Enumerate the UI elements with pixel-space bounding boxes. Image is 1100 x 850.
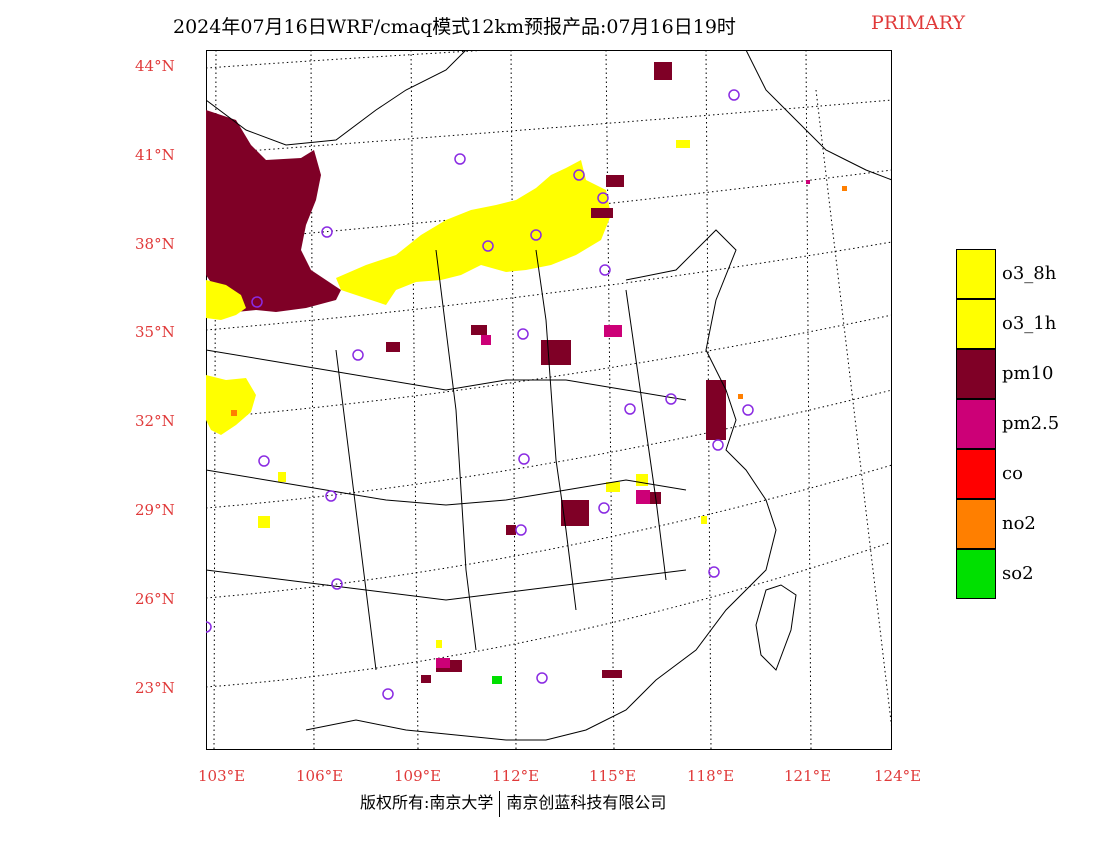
border-south	[305, 719, 507, 741]
lon-label: 106°E	[296, 767, 344, 785]
legend-item: so2	[956, 549, 1086, 599]
coastline	[506, 229, 777, 741]
lat-label: 44°N	[135, 57, 175, 75]
legend-item: no2	[956, 499, 1086, 549]
so2-patches	[492, 676, 502, 684]
parallel-26	[206, 464, 892, 599]
lat-label: 35°N	[135, 323, 175, 341]
province-line-5	[435, 249, 477, 651]
parallel-44	[206, 50, 499, 69]
graticule	[206, 50, 892, 750]
parallel-32	[206, 314, 892, 419]
province-line-2	[206, 469, 687, 506]
no2-patches	[231, 186, 847, 416]
copyright-footer: 版权所有:南京大学 南京创蓝科技有限公司	[360, 789, 666, 817]
title-main: 2024年07月16日WRF/cmaq模式12km预报产品:07月16日19时	[173, 16, 736, 38]
legend-swatch	[956, 299, 996, 349]
legend-swatch	[956, 249, 996, 299]
legend-swatch	[956, 549, 996, 599]
province-line-4	[335, 349, 377, 671]
footer-divider	[499, 790, 501, 817]
parallel-23	[206, 541, 892, 688]
legend-swatch	[956, 399, 996, 449]
station-markers	[206, 89, 754, 700]
copyright-company: 南京创蓝科技有限公司	[506, 793, 667, 812]
forecast-map	[206, 50, 892, 750]
province-line-1	[206, 349, 687, 401]
legend-label: so2	[1002, 563, 1034, 584]
pm10-patches	[386, 62, 726, 683]
legend-item: o3_1h	[956, 299, 1086, 349]
legend-item: o3_8h	[956, 249, 1086, 299]
lon-label: 118°E	[687, 767, 735, 785]
border-northeast	[745, 50, 892, 181]
lat-label: 38°N	[135, 235, 175, 253]
lon-label: 109°E	[394, 767, 442, 785]
parallel-41	[206, 99, 892, 155]
province-line-3	[206, 569, 687, 601]
taiwan	[755, 584, 797, 671]
copyright-owner: 版权所有:南京大学	[360, 793, 494, 812]
lat-label: 23°N	[135, 679, 175, 697]
border-north	[206, 50, 467, 146]
o3-north-band	[336, 160, 611, 305]
legend-label: o3_8h	[1002, 263, 1057, 284]
legend-swatch	[956, 349, 996, 399]
boundaries	[206, 50, 892, 741]
title-primary-tag: PRIMARY	[871, 12, 966, 34]
map-frame	[206, 50, 892, 750]
lat-label: 32°N	[135, 412, 175, 430]
legend-item: pm2.5	[956, 399, 1086, 449]
lon-label: 112°E	[492, 767, 540, 785]
legend-swatch	[956, 449, 996, 499]
province-line-7	[625, 289, 667, 581]
lon-label: 103°E	[198, 767, 246, 785]
lat-label: 29°N	[135, 501, 175, 519]
lat-label: 41°N	[135, 146, 175, 164]
lat-label: 26°N	[135, 590, 175, 608]
o3-west-patches	[206, 140, 707, 648]
lon-label: 124°E	[874, 767, 922, 785]
legend-label: co	[1002, 463, 1023, 484]
legend-swatch	[956, 499, 996, 549]
lon-label: 121°E	[784, 767, 832, 785]
pm10-northwest-region	[206, 110, 341, 312]
legend-label: pm2.5	[1002, 413, 1060, 434]
parallel-29	[206, 389, 892, 509]
legend: o3_8h o3_1h pm10 pm2.5 co no2 so2	[956, 249, 1086, 599]
legend-item: co	[956, 449, 1086, 499]
pm25-patches	[436, 180, 810, 668]
legend-item: pm10	[956, 349, 1086, 399]
legend-label: no2	[1002, 513, 1036, 534]
province-line-6	[535, 249, 577, 611]
legend-label: o3_1h	[1002, 313, 1057, 334]
lon-label: 115°E	[589, 767, 637, 785]
legend-label: pm10	[1002, 363, 1054, 384]
